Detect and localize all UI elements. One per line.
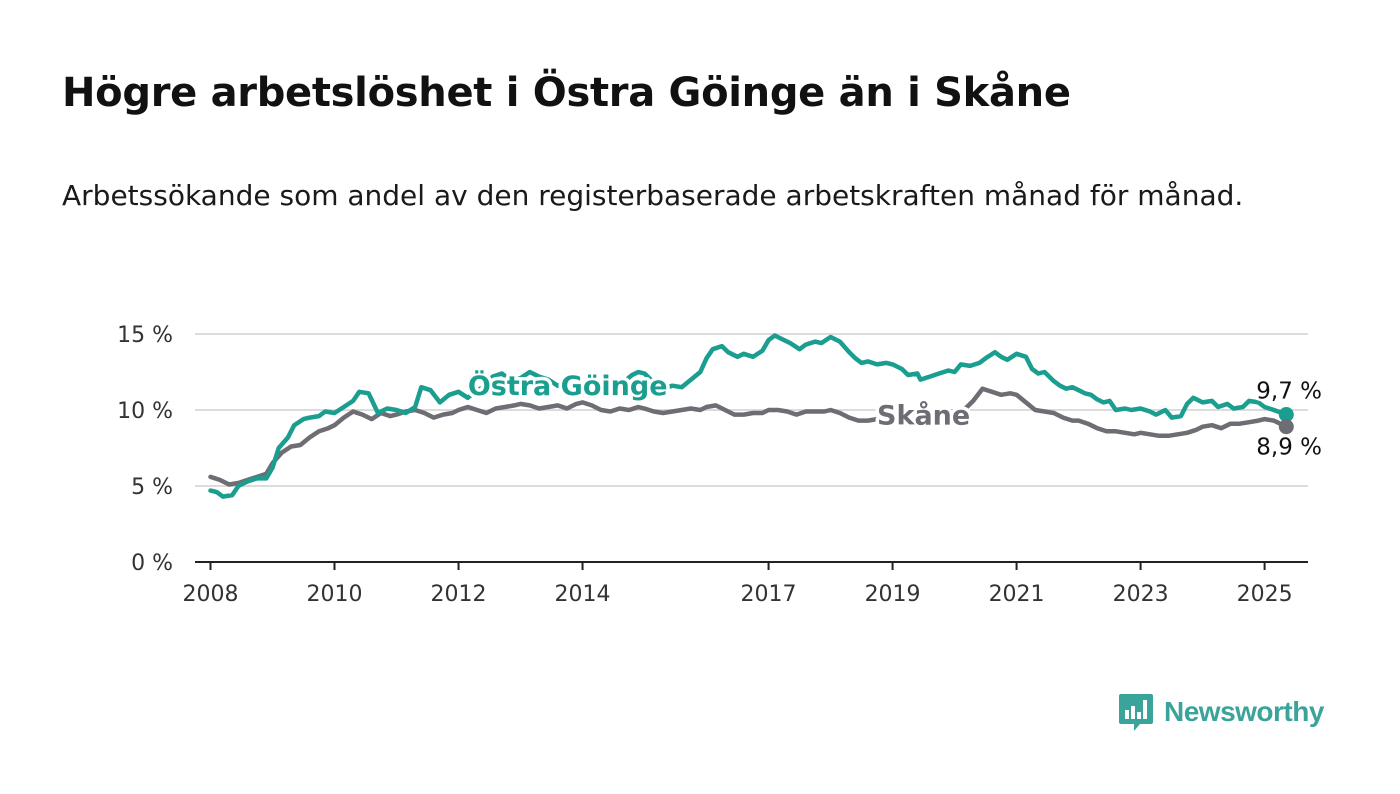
y-tick-label: 10 %	[117, 399, 173, 424]
x-axis: 2008 2010 2012 2014 2017 2019 2021 2023 2025	[183, 561, 1308, 607]
x-tick-label: 2021	[989, 582, 1045, 607]
newsworthy-brand[interactable]: Newsworthy	[1118, 690, 1324, 734]
newsworthy-logo-icon	[1119, 694, 1153, 731]
x-tick-label: 2008	[183, 582, 239, 607]
series-line-östra-göinge	[208, 333, 1289, 499]
x-tick-label: 2017	[741, 582, 797, 607]
series-label-skane: Skåne	[877, 399, 970, 431]
series-lines	[208, 333, 1294, 499]
y-tick-label: 15 %	[117, 323, 173, 348]
x-tick-label: 2025	[1237, 582, 1293, 607]
y-axis: 0 % 5 % 10 % 15 %	[117, 323, 173, 576]
end-value-label: 9,7 %	[1256, 379, 1322, 405]
x-tick-label: 2014	[555, 582, 611, 607]
end-point	[1278, 419, 1294, 435]
end-point	[1278, 407, 1294, 423]
series-label-ostra-goinge: Östra Göinge	[468, 369, 668, 402]
x-tick-label: 2023	[1113, 582, 1169, 607]
x-tick-label: 2019	[865, 582, 921, 607]
y-tick-label: 5 %	[131, 475, 173, 500]
brand-name: Newsworthy	[1164, 696, 1324, 727]
x-tick-label: 2010	[307, 582, 363, 607]
chart-title: Högre arbetslöshet i Östra Göinge än i S…	[62, 70, 1071, 116]
x-tick-label: 2012	[431, 582, 487, 607]
y-tick-label: 0 %	[131, 551, 173, 576]
series-line-skåne	[208, 386, 1289, 487]
end-value-label: 8,9 %	[1256, 435, 1322, 461]
series-labels: 9,7 % 8,9 % Östra Göinge Skåne	[464, 365, 1324, 463]
chart-subtitle: Arbetssökande som andel av den registerb…	[62, 179, 1244, 212]
